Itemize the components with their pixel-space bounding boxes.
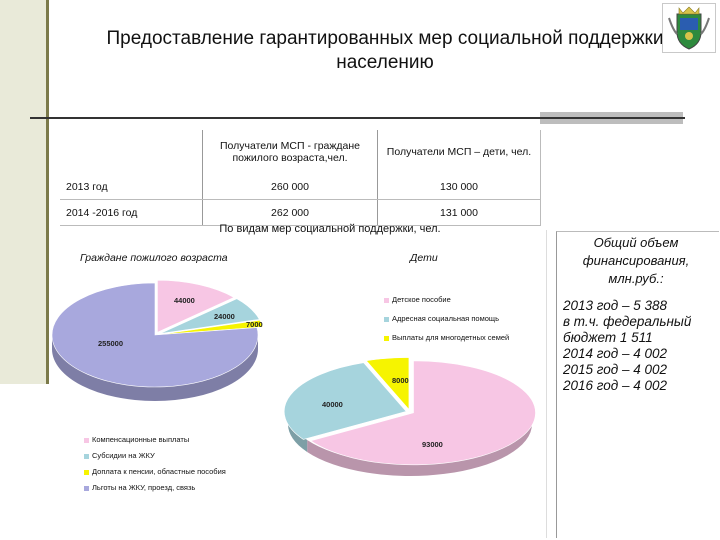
title-divider [30,117,685,119]
financing-line: бюджет 1 511 [563,330,653,345]
legend-swatch [84,437,89,443]
legend-item-elderly: Субсидии на ЖКУ [84,451,155,460]
legend-label: Адресная социальная помощь [392,314,499,323]
legend-label: Льготы на ЖКУ, проезд, связь [92,483,196,492]
financing-line: в т.ч. федеральный [563,314,692,329]
legend-item-children: Выплаты для многодетных семей [384,333,509,342]
table-cell: 2014 -2016 год [60,199,203,226]
pie-slice [160,319,264,335]
legend-swatch [84,453,89,459]
legend-swatch [384,316,389,322]
pie-slice [160,298,260,334]
pie-slice [365,357,410,411]
legend-item-elderly: Льготы на ЖКУ, проезд, связь [84,483,195,492]
legend-swatch [84,485,89,491]
legend-label: Детское пособие [392,295,451,304]
legend-label: Доплата к пенсии, областные пособия [92,467,226,476]
table-header-cell: Получатели МСП – дети, чел. [377,130,541,174]
legend-label: Субсидии на ЖКУ [92,451,155,460]
legend-swatch [384,335,389,341]
recipients-table: Получатели МСП - граждане пожилого возра… [60,130,541,226]
pie-value-label: 24000 [214,312,235,321]
left-accent-bar [0,0,49,384]
table-cell: 131 000 [377,199,541,226]
pie-slice [157,279,235,333]
pie-slice-side [288,412,308,452]
pie-value-label: 93000 [422,440,443,449]
legend-label: Компенсационные выплаты [92,435,190,444]
legend-swatch [84,469,89,475]
pie-value-label: 7000 [246,320,263,329]
table-cell: 262 000 [202,199,378,226]
pie-slice [51,282,259,388]
legend-item-elderly: Доплата к пенсии, областные пособия [84,467,226,476]
slide-title: Предоставление гарантированных мер социа… [60,27,710,75]
chart-title-children: Дети [410,252,438,264]
legend-item-children: Адресная социальная помощь [384,314,499,323]
coat-of-arms-icon [662,3,716,53]
financing-line: 2013 год – 5 388 [563,298,668,313]
pie-slice [283,362,407,440]
financing-line: 2014 год – 4 002 [563,346,668,361]
financing-heading: Общий объем финансирования, млн.руб.: [582,235,690,286]
table-cell: 260 000 [202,174,378,200]
title-line-1: Предоставление гарантированных мер социа… [106,28,664,49]
pie-value-label: 255000 [98,339,123,348]
pie-value-label: 44000 [174,296,195,305]
title-line-2: населению [336,52,434,73]
pie-slice-side [52,335,258,401]
financing-line: 2015 год – 4 002 [563,362,668,377]
legend-item-children: Детское пособие [384,295,451,304]
legend-label: Выплаты для многодетных семей [392,333,510,342]
table-row: 2013 год 260 000 130 000 [60,174,541,200]
table-header-cell: Получатели МСП - граждане пожилого возра… [202,130,378,174]
table-cell: 130 000 [377,174,541,200]
pie-slice-side [307,412,532,476]
legend-item-elderly: Компенсационные выплаты [84,435,189,444]
table-header-row: Получатели МСП - граждане пожилого возра… [60,130,541,174]
financing-line: 2016 год – 4 002 [563,378,668,393]
legend-swatch [384,297,389,303]
chart-title-elderly: Граждане пожилого возраста [80,252,228,264]
financing-panel [556,231,719,538]
table-row: 2014 -2016 год 262 000 131 000 [60,199,541,226]
charts-title: По видам мер социальной поддержки, чел. [219,223,441,235]
vertical-divider [546,230,547,538]
pie-value-label: 40000 [322,400,343,409]
pie-slice [309,360,536,466]
table-cell: 2013 год [60,174,203,200]
pie-value-label: 8000 [392,376,409,385]
table-header-cell [60,130,203,174]
